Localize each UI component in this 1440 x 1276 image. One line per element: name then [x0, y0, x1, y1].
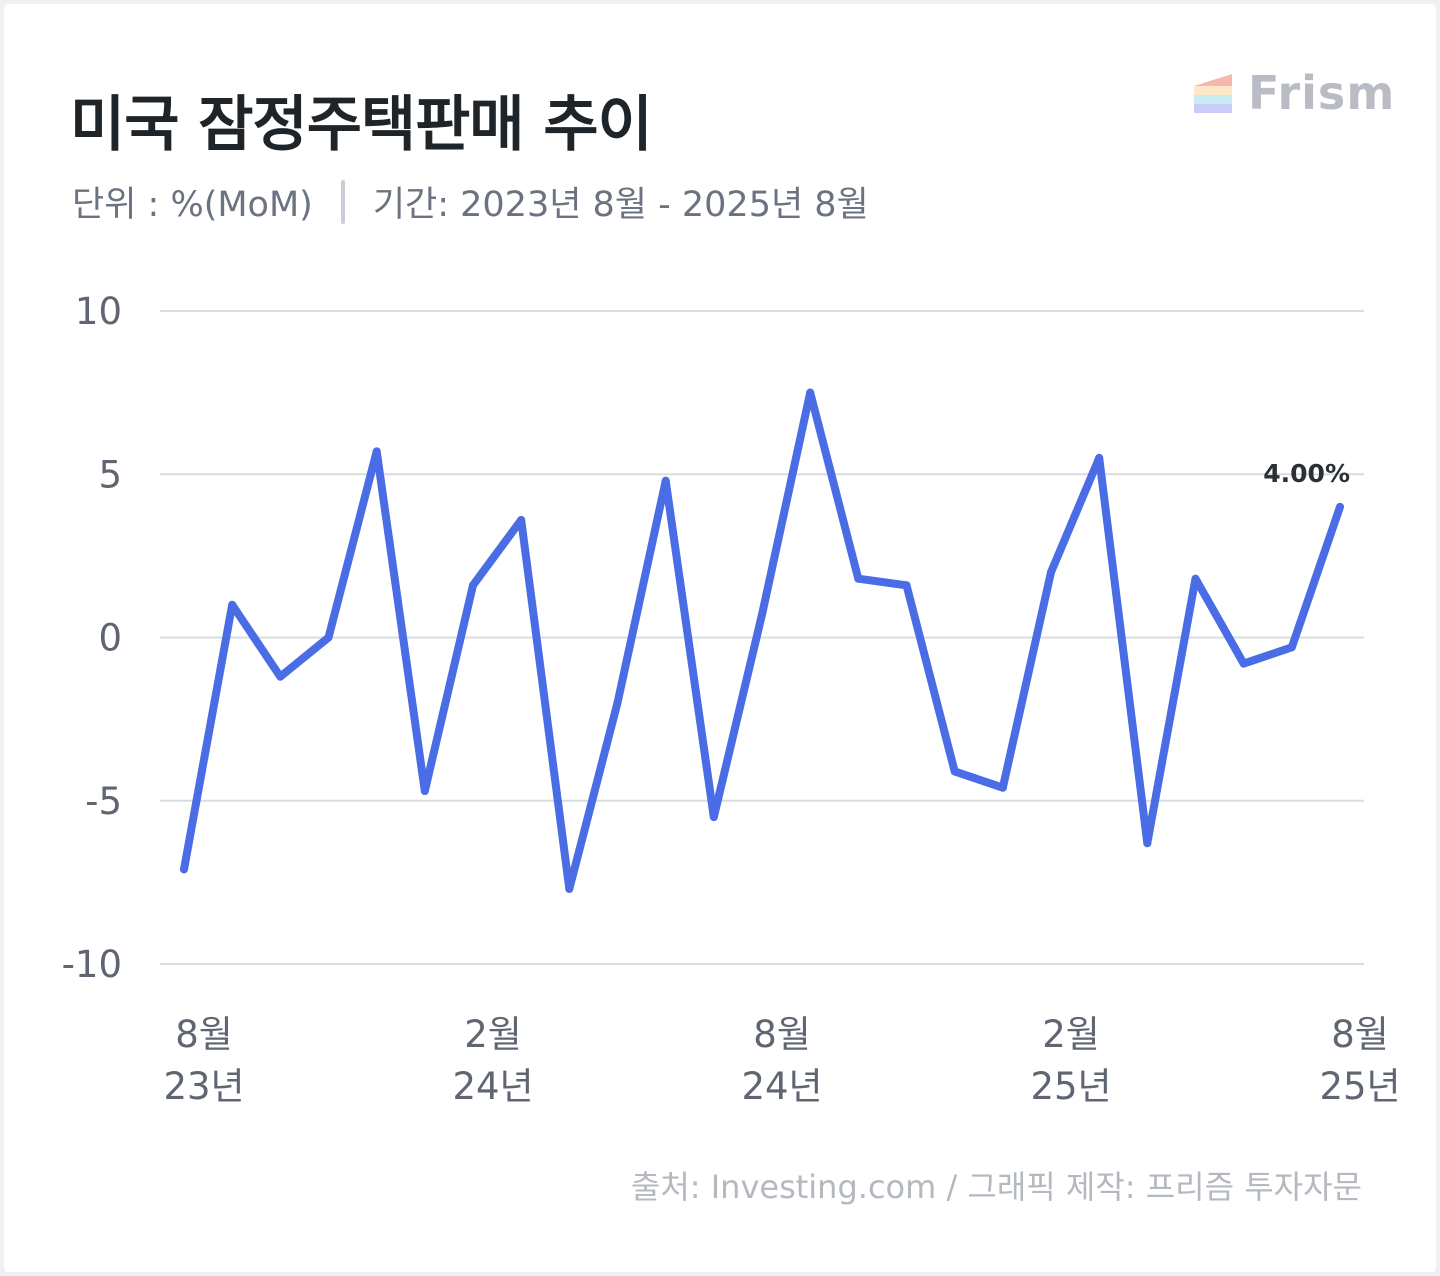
y-tick-label: -5: [85, 780, 122, 823]
data-point: [228, 600, 237, 609]
data-point: [1287, 643, 1296, 652]
data-point: [806, 388, 815, 397]
frism-logo-icon: [1194, 74, 1232, 113]
data-point: [950, 767, 959, 776]
source-note: 출처: Investing.com / 그래픽 제작: 프리즘 투자자문: [630, 1168, 1362, 1206]
data-point: [758, 610, 766, 619]
series-line: [180, 388, 1344, 893]
last-value-label: 4.00%: [1263, 459, 1350, 488]
data-point: [517, 515, 526, 524]
data-point: [180, 865, 188, 874]
data-point: [854, 574, 863, 583]
x-tick-label-year: 24년: [741, 1065, 822, 1108]
data-point: [372, 447, 381, 456]
y-tick-label: -10: [62, 943, 122, 986]
x-tick-label-month: 8월: [1331, 1013, 1389, 1056]
brand-logo: Frism: [1192, 66, 1395, 120]
data-point: [1095, 453, 1104, 462]
data-point: [1336, 502, 1344, 511]
data-point: [1047, 568, 1055, 577]
y-tick-label: 10: [75, 290, 122, 333]
data-point: [613, 698, 622, 707]
chart-subtitle: 단위 : %(MoM) 기간: 2023년 8월 - 2025년 8월: [72, 176, 869, 227]
data-point: [324, 633, 333, 642]
unit-label: 단위 : %(MoM): [72, 185, 313, 225]
data-point: [1191, 574, 1200, 583]
data-point: [469, 581, 477, 590]
data-point: [661, 476, 670, 485]
x-tick-label-year: 24년: [452, 1065, 533, 1108]
y-tick-label: 5: [98, 453, 122, 496]
x-tick-label-month: 8월: [175, 1013, 233, 1056]
x-tick-label-month: 8월: [753, 1013, 811, 1056]
x-tick-label-month: 2월: [1042, 1013, 1100, 1056]
x-tick-label-month: 2월: [464, 1013, 522, 1056]
x-tick-label-year: 25년: [1030, 1065, 1111, 1108]
data-point: [902, 581, 911, 590]
x-tick-label-year: 23년: [163, 1065, 244, 1108]
brand-name: Frism: [1248, 66, 1396, 120]
data-point: [276, 672, 285, 681]
data-point: [1143, 839, 1152, 848]
period-label: 기간: 2023년 8월 - 2025년 8월: [372, 185, 869, 225]
subtitle-divider: [340, 179, 345, 224]
data-point: [565, 884, 574, 893]
data-point: [420, 786, 429, 795]
data-point: [1239, 659, 1248, 668]
chart-title: 미국 잠정주택판매 추이: [70, 90, 653, 160]
data-point: [998, 783, 1007, 792]
data-point: [709, 813, 718, 822]
x-tick-label-year: 25년: [1319, 1065, 1400, 1108]
y-tick-label: 0: [98, 617, 122, 660]
